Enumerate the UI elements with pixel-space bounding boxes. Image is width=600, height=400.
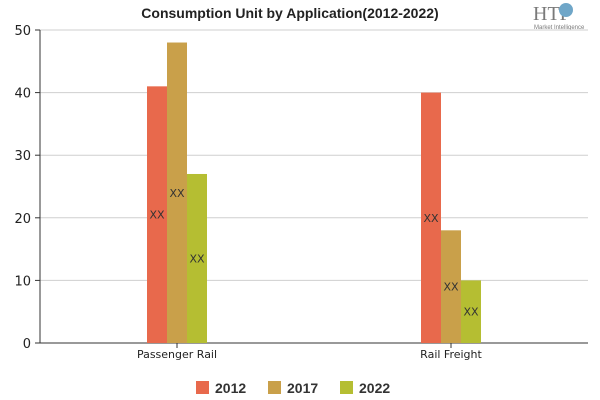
legend-label: 2012 [215,380,246,396]
bar-data-label: XX [149,209,165,222]
bar-2022-rail-freight [461,280,481,343]
bar-data-label: XX [443,281,459,294]
y-tick-label: 10 [14,274,31,289]
bar-2022-passenger-rail [187,173,207,343]
bar-2012-passenger-rail [147,86,167,343]
y-tick-label: 40 [14,87,31,102]
bar-2012-rail-freight [421,92,441,343]
legend: 2012 2017 2022 [196,380,390,396]
bar-2017-rail-freight [441,230,461,343]
globe-icon [559,3,573,17]
y-tick-label: 0 [23,337,31,352]
x-category-label: Passenger Rail [137,348,217,361]
bar-data-label: XX [463,306,479,319]
bar-2017-passenger-rail [167,42,187,344]
bar-data-label: XX [423,212,439,225]
data-labels: XX XX XX XX XX XX [149,187,479,319]
legend-label: 2022 [359,380,390,396]
y-tick-label: 50 [14,24,31,39]
bars [147,42,481,344]
legend-swatch-2012 [196,381,209,394]
bar-data-label: XX [189,252,205,265]
bar-data-label: XX [169,187,185,200]
y-tick-label: 20 [14,212,31,227]
y-tick-label: 30 [14,149,31,164]
legend-label: 2017 [287,380,318,396]
legend-swatch-2022 [340,381,353,394]
htf-logo: HTF Market Intelligence [533,3,585,31]
chart-title: Consumption Unit by Application(2012-202… [141,5,438,21]
gridlines [40,29,588,281]
axes: 0 10 20 30 40 50 Passenger Rail Rail Freight [14,24,588,361]
logo-subtext: Market Intelligence [534,25,585,31]
x-category-label: Rail Freight [420,348,482,361]
legend-swatch-2017 [268,381,281,394]
